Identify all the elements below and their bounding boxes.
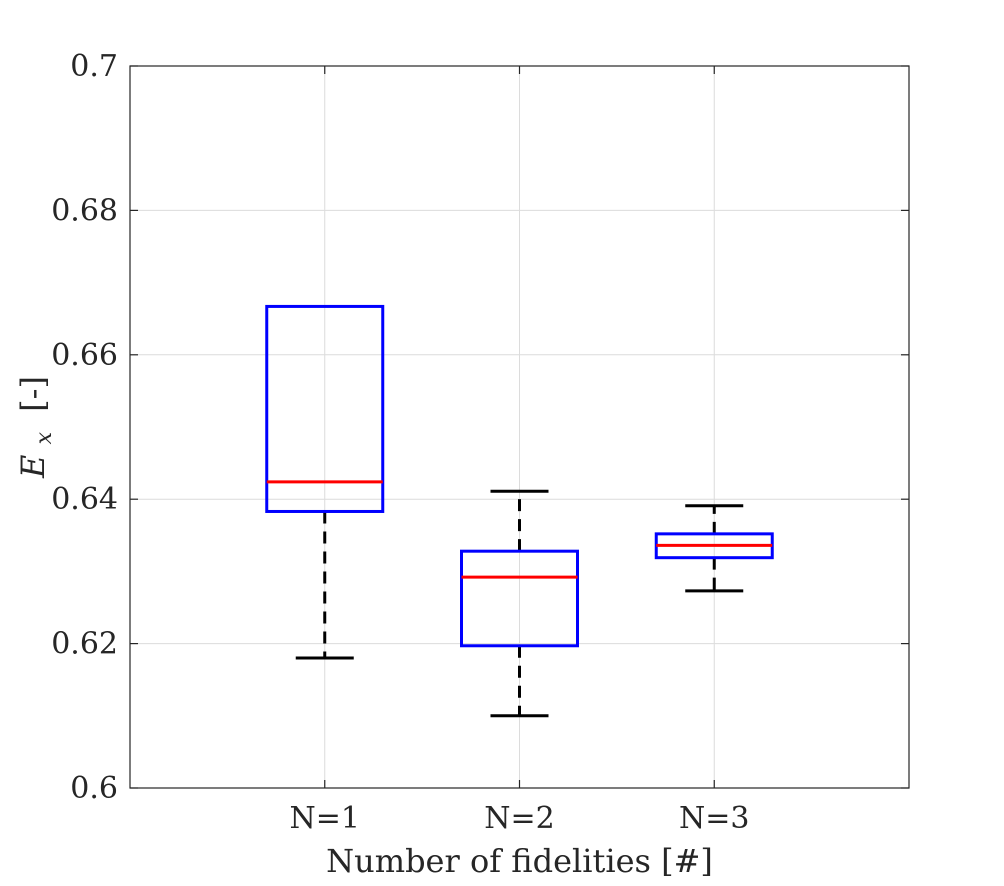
y-tick-label: 0.7: [70, 49, 118, 84]
y-axis-unit: [-]: [14, 376, 52, 412]
x-tick-label: N=1: [290, 801, 360, 836]
y-tick-label: 0.66: [51, 338, 118, 373]
iqr-box: [460, 549, 579, 648]
y-axis-title: E x [-]: [14, 376, 59, 479]
iqr-box: [265, 304, 385, 513]
x-tick-label: N=3: [679, 801, 749, 836]
boxes: [265, 304, 774, 718]
y-tick-label: 0.64: [51, 482, 118, 517]
x-tick-label: N=2: [484, 801, 554, 836]
box-group-n3: [654, 504, 774, 593]
y-axis-symbol: E: [14, 455, 52, 479]
y-tick-label: 0.62: [51, 627, 118, 662]
ticks: [130, 65, 909, 789]
box-group-n2: [460, 489, 579, 718]
y-tick-label: 0.68: [51, 193, 118, 228]
x-axis-title: Number of fidelities [#]: [326, 842, 713, 880]
tick-labels: 0.6 0.62 0.64 0.66 0.68 0.7 N=1 N=2 N=3: [51, 49, 749, 836]
y-tick-label: 0.6: [70, 771, 118, 806]
y-axis-subscript: x: [32, 431, 57, 444]
box-group-n1: [265, 304, 385, 660]
